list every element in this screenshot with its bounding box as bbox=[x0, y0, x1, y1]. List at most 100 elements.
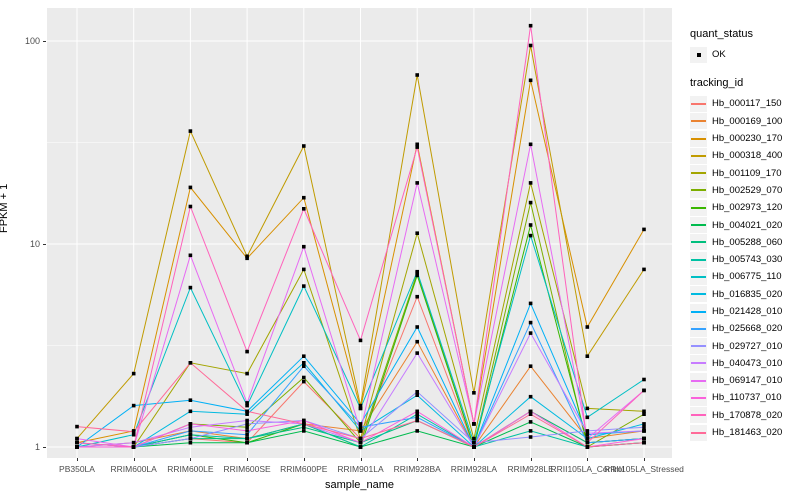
data-point bbox=[245, 432, 249, 437]
data-point bbox=[415, 231, 419, 235]
legend-tracking-id-title: tracking_id bbox=[690, 77, 744, 90]
data-point bbox=[188, 204, 193, 209]
data-point bbox=[642, 412, 646, 416]
data-point bbox=[302, 425, 306, 430]
line-swatch-icon bbox=[691, 206, 706, 209]
legend-item-Hb_000117_150: Hb_000117_150 bbox=[690, 95, 798, 112]
data-point bbox=[75, 424, 79, 429]
legend-quant-status-section: quant_status OK bbox=[690, 28, 798, 63]
line-swatch-icon bbox=[691, 172, 706, 175]
data-point bbox=[302, 375, 306, 380]
line-color-key bbox=[690, 407, 707, 424]
legend-item-label: Hb_025668_020 bbox=[712, 323, 783, 335]
data-point bbox=[472, 440, 476, 445]
data-point bbox=[245, 371, 249, 376]
data-point bbox=[528, 429, 533, 433]
data-point bbox=[302, 429, 306, 433]
data-point bbox=[245, 425, 249, 430]
data-point bbox=[358, 440, 363, 445]
legend-item-label: Hb_040473_010 bbox=[712, 357, 783, 369]
legend-item-Hb_004021_020: Hb_004021_020 bbox=[690, 216, 798, 234]
legend-item-label: Hb_002973_120 bbox=[712, 202, 783, 214]
data-point bbox=[302, 354, 306, 358]
ok-point-key bbox=[690, 46, 707, 63]
line-color-key bbox=[690, 113, 707, 130]
data-point bbox=[245, 256, 249, 261]
data-point bbox=[528, 23, 533, 28]
data-point bbox=[642, 425, 646, 430]
legend-item-label: Hb_000318_400 bbox=[712, 150, 783, 162]
line-color-key bbox=[690, 372, 707, 389]
x-tick-mark bbox=[77, 458, 78, 461]
legend-item-Hb_170878_020: Hb_170878_020 bbox=[690, 407, 798, 424]
data-point bbox=[245, 436, 249, 441]
data-point bbox=[415, 393, 419, 397]
data-point bbox=[188, 253, 193, 258]
data-point bbox=[528, 78, 533, 83]
data-point bbox=[358, 338, 363, 343]
data-point bbox=[131, 429, 136, 434]
legend-item-Hb_000318_400: Hb_000318_400 bbox=[690, 147, 798, 164]
data-point bbox=[131, 445, 136, 449]
data-point bbox=[188, 361, 193, 365]
x-tick-label: RRIM600LE bbox=[167, 464, 214, 474]
data-point bbox=[585, 415, 590, 420]
data-point bbox=[415, 409, 419, 414]
data-point bbox=[528, 435, 533, 439]
y-axis-title: FPKM + 1 bbox=[0, 184, 10, 233]
data-point bbox=[415, 339, 419, 344]
data-point bbox=[415, 269, 419, 274]
x-tick-mark bbox=[133, 458, 135, 461]
data-point bbox=[585, 445, 590, 449]
y-tick-label: 10 bbox=[29, 239, 40, 249]
data-point bbox=[302, 195, 306, 200]
data-point bbox=[358, 425, 363, 430]
data-point bbox=[472, 436, 476, 441]
data-point bbox=[302, 267, 306, 272]
legend-item-label: Hb_004021_020 bbox=[712, 219, 783, 231]
data-point bbox=[528, 409, 533, 414]
x-tick-mark bbox=[530, 458, 532, 461]
data-point bbox=[75, 436, 79, 441]
data-point bbox=[415, 325, 419, 329]
data-point bbox=[302, 207, 306, 211]
line-swatch-icon bbox=[691, 431, 706, 434]
legend-item-Hb_110737_010: Hb_110737_010 bbox=[690, 389, 798, 406]
legend-item-Hb_002973_120: Hb_002973_120 bbox=[690, 199, 798, 216]
legend-item-label: Hb_000230_170 bbox=[712, 133, 783, 145]
x-tick-label: RRIM901LA bbox=[337, 464, 384, 474]
y-tick-mark bbox=[43, 446, 46, 448]
data-point bbox=[188, 440, 193, 445]
black-square-point-icon bbox=[696, 52, 701, 57]
legend-item-Hb_000169_100: Hb_000169_100 bbox=[690, 113, 798, 130]
line-color-key bbox=[690, 338, 707, 355]
legend-item-Hb_002529_070: Hb_002529_070 bbox=[690, 182, 798, 199]
data-point bbox=[528, 320, 533, 325]
x-tick-mark bbox=[247, 458, 249, 461]
data-point bbox=[358, 436, 363, 441]
data-point bbox=[415, 145, 419, 149]
legend-item-Hb_005743_030: Hb_005743_030 bbox=[690, 251, 798, 268]
data-point bbox=[642, 409, 646, 414]
data-point bbox=[585, 354, 590, 358]
line-swatch-icon bbox=[691, 224, 706, 227]
data-point bbox=[585, 431, 590, 435]
data-point bbox=[528, 233, 533, 238]
data-point bbox=[188, 429, 193, 433]
data-point bbox=[415, 429, 419, 433]
line-swatch-icon bbox=[691, 137, 706, 140]
line-color-key bbox=[690, 147, 707, 164]
data-point bbox=[188, 425, 193, 430]
data-point bbox=[642, 429, 646, 433]
line-swatch-icon bbox=[691, 310, 706, 313]
line-swatch-icon bbox=[691, 102, 706, 105]
legend-item-label: Hb_006775_110 bbox=[712, 271, 782, 283]
data-point bbox=[415, 415, 419, 420]
data-point bbox=[188, 285, 193, 290]
y-tick-mark bbox=[43, 243, 46, 245]
line-swatch-icon bbox=[691, 154, 706, 157]
y-tick-label: 100 bbox=[24, 36, 40, 46]
data-point bbox=[75, 445, 79, 449]
data-point bbox=[188, 409, 193, 414]
data-point bbox=[131, 432, 136, 437]
